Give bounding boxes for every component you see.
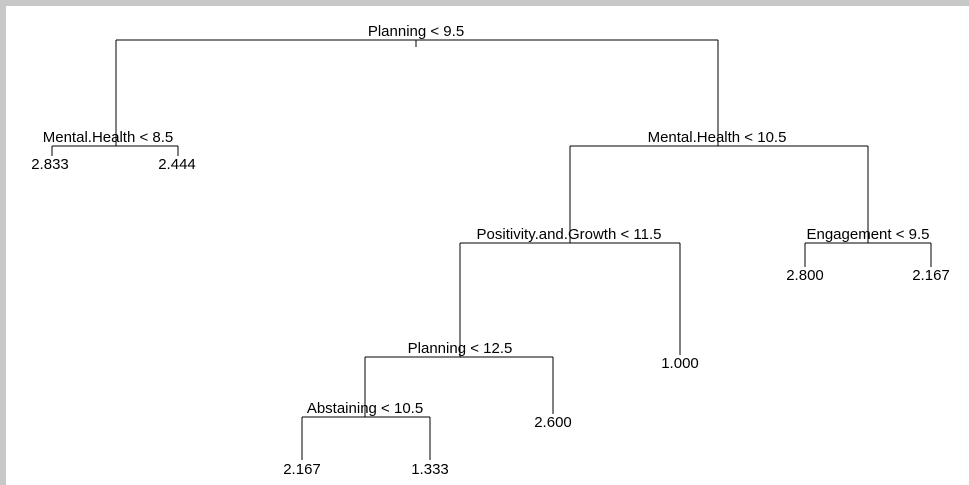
split-label: Mental.Health < 10.5 bbox=[648, 129, 787, 146]
split-label: Planning < 9.5 bbox=[368, 23, 464, 40]
split-label: Abstaining < 10.5 bbox=[307, 400, 423, 417]
leaf-value: 2.833 bbox=[31, 156, 69, 173]
split-label: Engagement < 9.5 bbox=[806, 226, 929, 243]
leaf-value: 2.167 bbox=[912, 267, 950, 284]
leaf-value: 2.444 bbox=[158, 156, 196, 173]
labels: Planning < 9.5 Mental.Health < 8.5 2.833… bbox=[31, 23, 950, 478]
split-label: Positivity.and.Growth < 11.5 bbox=[477, 226, 662, 243]
leaf-value: 1.000 bbox=[661, 355, 699, 372]
leaf-value: 2.600 bbox=[534, 414, 572, 431]
split-label: Planning < 12.5 bbox=[408, 340, 513, 357]
leaf-value: 2.800 bbox=[786, 267, 824, 284]
leaf-value: 1.333 bbox=[411, 461, 449, 478]
leaf-value: 2.167 bbox=[283, 461, 321, 478]
split-label: Mental.Health < 8.5 bbox=[43, 129, 174, 146]
edges bbox=[51, 39, 932, 460]
